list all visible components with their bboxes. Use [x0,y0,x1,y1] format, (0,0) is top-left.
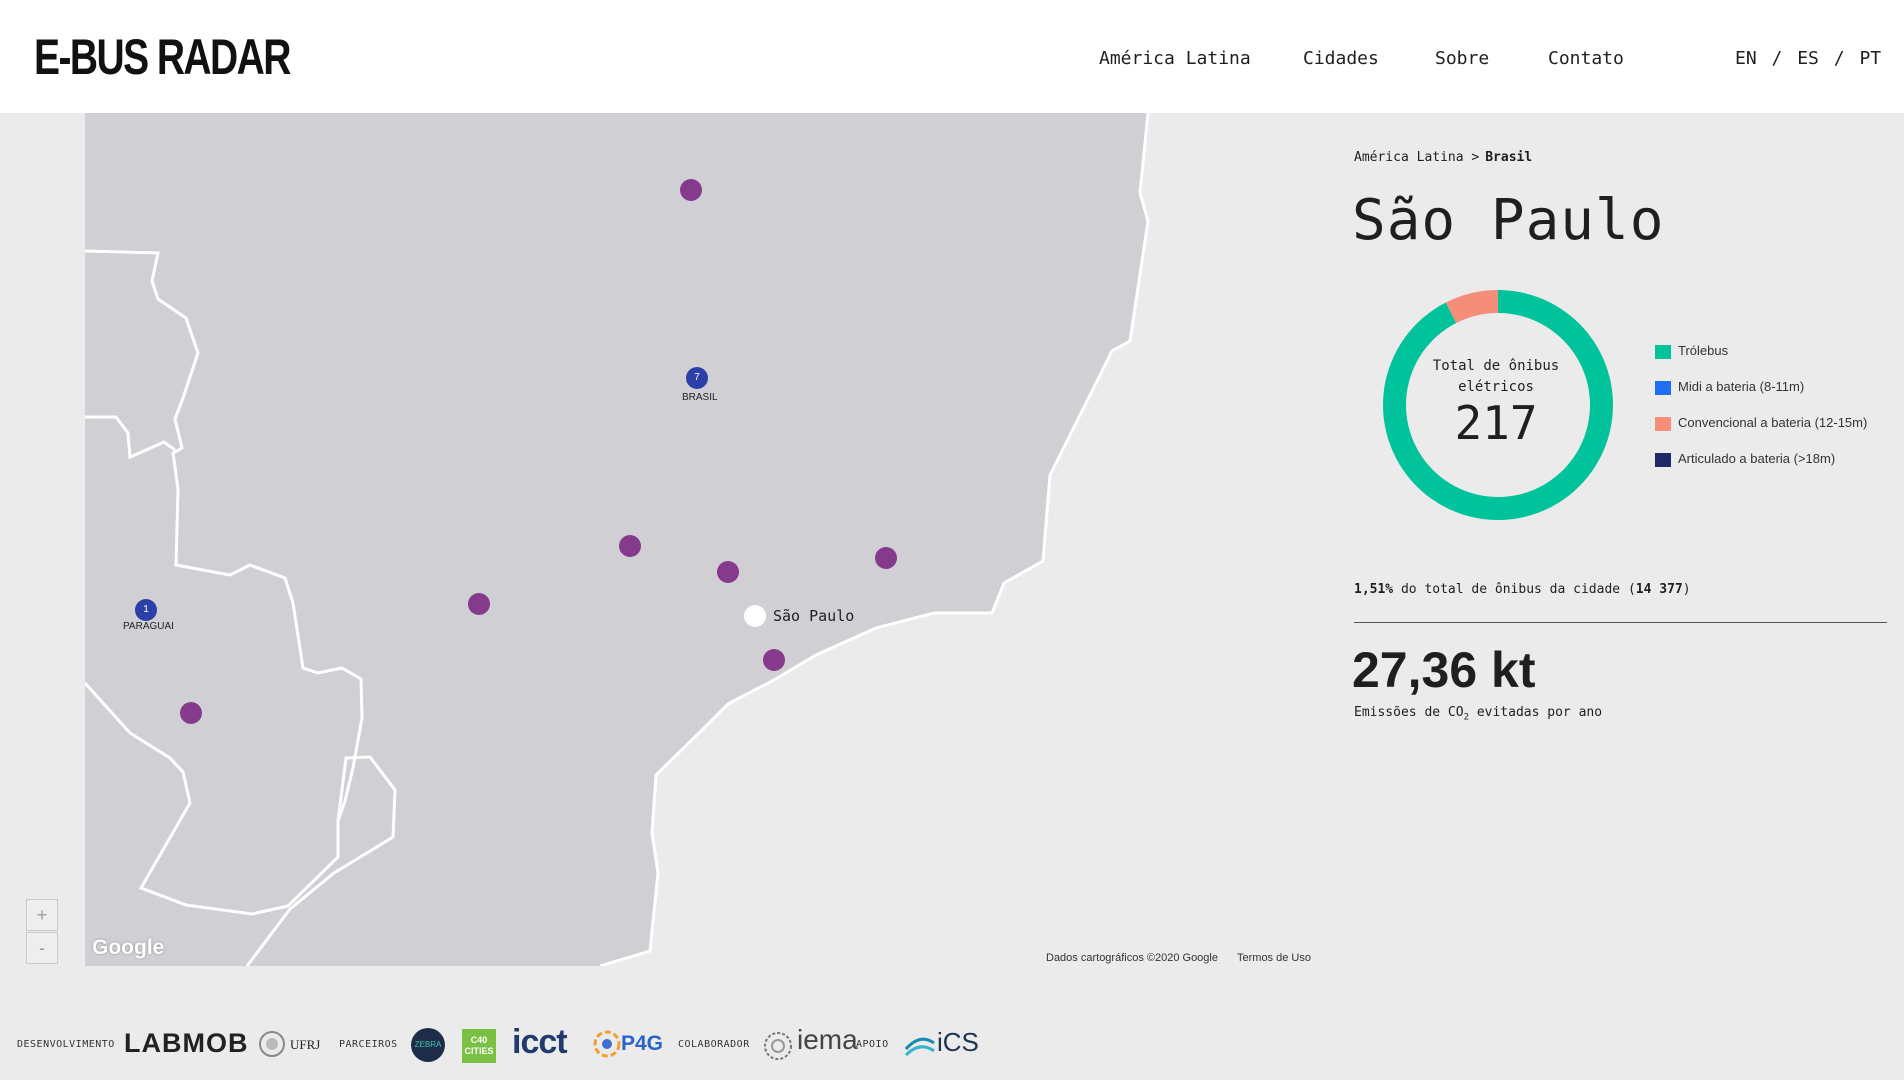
map-coastline [599,113,1150,966]
emissions-label-post: evitadas por ano [1476,705,1603,720]
legend-swatch [1655,452,1671,467]
legend-swatch [1655,416,1671,431]
breadcrumb: América Latina > Brasil [1354,150,1532,165]
emissions-label-sub: 2 [1463,712,1469,723]
divider [1354,622,1887,623]
map-view[interactable]: 7 BRASIL 1 PARAGUAI São Paulo + - Google… [0,113,1330,966]
lang-separator: / [1771,48,1783,69]
fleet-share-text: 1,51% do total de ônibus da cidade (14 3… [1354,582,1691,597]
breadcrumb-root[interactable]: América Latina > [1354,150,1480,165]
legend-label: Convencional a bateria (12-15m) [1678,415,1868,430]
labmob-logo[interactable]: LABMOB [124,1028,249,1058]
city-dot [875,547,897,569]
google-logo: Google [92,936,165,959]
footer-support-label: APOIO [856,1039,889,1050]
ebus-donut-chart [1383,290,1613,520]
marker-paraguai-count[interactable]: 1 [135,599,157,621]
legend-item-articulado[interactable]: Articulado a bateria (>18m) [1655,451,1835,467]
nav-contato[interactable]: Contato [1548,48,1624,69]
share-close: ) [1682,582,1691,597]
emissions-label: Emissões de CO2 evitadas por ano [1354,705,1602,723]
iema-swirl-icon [764,1032,792,1060]
iema-logo[interactable]: iema [797,1024,858,1055]
lang-separator: / [1833,48,1845,69]
share-description: do total de ônibus da cidade ( [1400,582,1636,597]
nav-america-latina[interactable]: América Latina [1099,48,1251,69]
lang-pt[interactable]: PT [1859,48,1882,69]
footer-partners-label: PARCEIROS [339,1039,398,1050]
p4g-swirl-icon [593,1030,621,1058]
zoom-out-button[interactable]: - [26,932,58,964]
zoom-in-button[interactable]: + [26,899,58,931]
city-dot [717,561,739,583]
nav-sobre[interactable]: Sobre [1435,48,1490,69]
city-dot [619,535,641,557]
legend-label: Articulado a bateria (>18m) [1678,451,1836,466]
top-bar: E-BUS RADAR América Latina Cidades Sobre… [0,0,1904,113]
language-switcher: EN / ES / PT [1733,48,1883,69]
share-total: 14 377 [1635,582,1683,597]
p4g-logo[interactable]: P4G [621,1032,664,1055]
legend-label: Midi a bateria (8-11m) [1678,379,1805,394]
donut-center-label: Total de ônibus elétricos [1432,358,1560,395]
breadcrumb-current[interactable]: Brasil [1485,150,1533,165]
marker-paraguai-label: PARAGUAI [123,621,174,632]
c40-logo[interactable]: C40 CITIES [462,1029,496,1063]
ufrj-seal-icon [259,1031,285,1057]
selected-city-label: São Paulo [773,607,855,625]
ics-logo[interactable]: iCS [937,1027,979,1057]
city-dot [468,593,490,615]
selected-city-dot [744,605,766,627]
legend-swatch [1655,380,1671,395]
marker-brasil-label: BRASIL [682,392,718,403]
map-city-dots [180,179,897,724]
icct-logo[interactable]: icct [512,1023,568,1061]
legend-item-trolebus[interactable]: Trólebus [1655,343,1728,359]
ufrj-logo[interactable]: UFRJ [290,1037,321,1052]
map-canvas[interactable] [0,113,1330,966]
map-attribution: Dados cartográficos ©2020 Google [1046,952,1218,964]
city-dot [680,179,702,201]
e-bus-radar-logo[interactable]: E-BUS RADAR [34,29,291,85]
legend-item-midi[interactable]: Midi a bateria (8-11m) [1655,379,1804,395]
city-dot [180,702,202,724]
lang-en[interactable]: EN [1735,48,1757,69]
footer-collab-label: COLABORADOR [678,1039,750,1050]
lang-es[interactable]: ES [1797,48,1819,69]
marker-brasil-count[interactable]: 7 [686,367,708,389]
legend-label: Trólebus [1678,343,1729,358]
share-percent: 1,51% [1354,582,1394,597]
terms-link[interactable]: Termos de Uso [1237,952,1311,964]
legend-swatch [1655,344,1671,359]
ics-waves-icon [904,1037,935,1057]
map-land [85,113,1148,966]
emissions-value: 27,36 kt [1352,642,1536,698]
legend-item-convencional[interactable]: Convencional a bateria (12-15m) [1655,415,1867,431]
zebra-logo[interactable]: ZEBRA [411,1028,445,1062]
emissions-label-pre: Emissões de CO [1354,705,1464,720]
map-borders [83,249,397,966]
nav-cidades[interactable]: Cidades [1303,48,1379,69]
donut-segment[interactable] [1445,290,1498,324]
city-dot [763,649,785,671]
donut-center-value: 217 [1454,396,1538,450]
footer-dev-label: DESENVOLVIMENTO [17,1039,115,1050]
page-title: São Paulo [1352,188,1665,253]
